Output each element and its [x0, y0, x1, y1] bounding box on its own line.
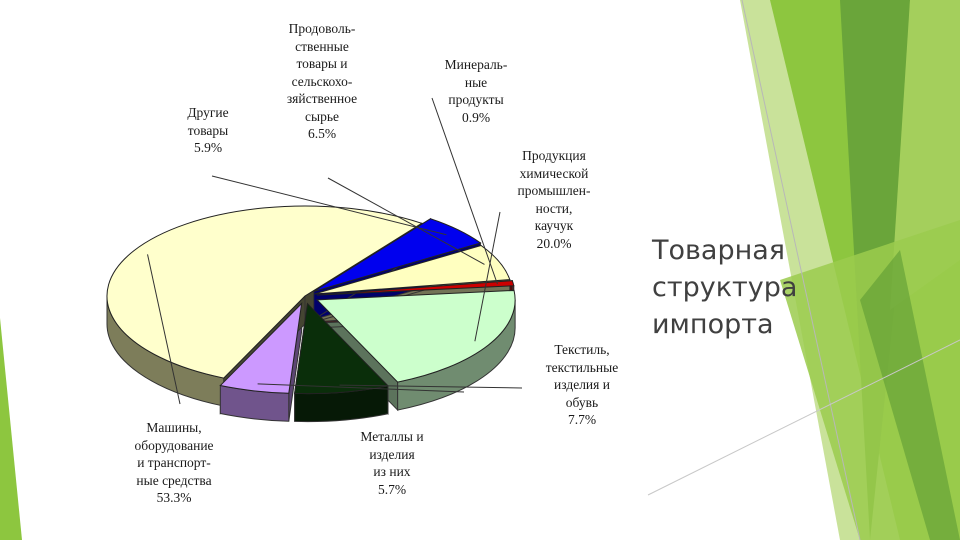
slice-label-line: промышлен- — [517, 183, 591, 198]
slice-label-metals: Металлы и изделия из них 5.7% — [336, 428, 448, 498]
slice-label-line: ные средства — [136, 472, 212, 488]
slice-label-minerals: Минераль- ные продукты 0.9% — [428, 56, 524, 126]
decor-line-2 — [647, 339, 960, 496]
slide-title: Товарная структура импорта — [652, 232, 852, 343]
slice-label-line: сельскохо- — [291, 73, 353, 89]
slice-label-other: Другие товары 5.9% — [165, 104, 251, 157]
slice-label-line: Продоволь- — [288, 21, 356, 36]
slice-value-label: 20.0% — [536, 235, 572, 251]
slice-label-line: из них — [373, 464, 411, 479]
slide-title-line-2: структура — [652, 272, 798, 303]
slice-label-line: изделия и — [554, 377, 610, 392]
slice-other — [313, 218, 482, 292]
slice-value-label: 5.7% — [377, 481, 407, 497]
slide-title-line-3: импорта — [652, 309, 774, 340]
slice-label-line: обувь — [565, 394, 599, 410]
slice-label-line: зяйственное — [286, 91, 358, 106]
slice-label-line: Минераль- — [444, 57, 508, 72]
slice-label-line: ные — [464, 74, 488, 90]
slice-metals — [219, 302, 303, 394]
slice-label-line: каучук — [534, 218, 574, 233]
leader-line-metals — [257, 383, 465, 393]
slice-label-machinery: Машины, оборудование и транспорт- ные ср… — [110, 419, 238, 507]
decor-line-1 — [741, 0, 861, 540]
slice-minerals — [316, 280, 515, 296]
slice-label-line: Продукция — [522, 148, 586, 163]
slice-label-line: товары — [187, 122, 229, 138]
slice-label-line: химической — [519, 165, 589, 181]
slice-value-label: 53.3% — [156, 490, 192, 505]
slice-food — [314, 244, 511, 295]
slice-value-label: 7.7% — [567, 412, 597, 427]
slice-label-line: ности, — [535, 200, 573, 216]
slice-value-label: 0.9% — [461, 109, 491, 125]
leader-lines — [147, 97, 523, 405]
slice-label-chemicals: Продукция химической промышлен- ности, к… — [498, 147, 610, 252]
slice-label-line: оборудование — [134, 437, 214, 453]
slice-label-line: Машины, — [146, 420, 202, 435]
slice-label-textiles: Текстиль, текстильные изделия и обувь 7.… — [526, 341, 638, 429]
slice-label-line: ственные — [295, 38, 349, 54]
slice-label-line: Металлы и — [360, 429, 424, 444]
leader-line-minerals — [431, 97, 498, 285]
decor-left-triangle — [0, 318, 22, 540]
leader-line-other — [211, 175, 447, 236]
slice-label-line: и транспорт- — [137, 455, 211, 470]
slide-title-line-1: Товарная — [652, 235, 786, 266]
leader-line-machinery — [147, 254, 181, 405]
slice-label-line: товары и — [296, 56, 348, 71]
slice-label-line: Другие — [187, 105, 229, 120]
decor-lower-facet-dark — [860, 250, 960, 540]
slice-label-line: текстильные — [545, 359, 619, 375]
slice-value-label: 6.5% — [307, 126, 337, 141]
slice-label-line: изделия — [369, 446, 415, 462]
leader-line-chemicals — [474, 211, 501, 342]
slice-label-line: продукты — [448, 92, 504, 107]
slice-label-line: Текстиль, — [554, 342, 610, 357]
slice-value-label: 5.9% — [193, 140, 223, 155]
slice-label-food: Продоволь- ственные товары и сельскохо- … — [262, 20, 382, 143]
slice-chemicals — [315, 289, 516, 383]
slice-label-line: сырье — [305, 108, 339, 124]
pie-slices — [106, 205, 516, 423]
leader-line-food — [327, 177, 485, 265]
leader-line-textiles — [339, 384, 523, 389]
